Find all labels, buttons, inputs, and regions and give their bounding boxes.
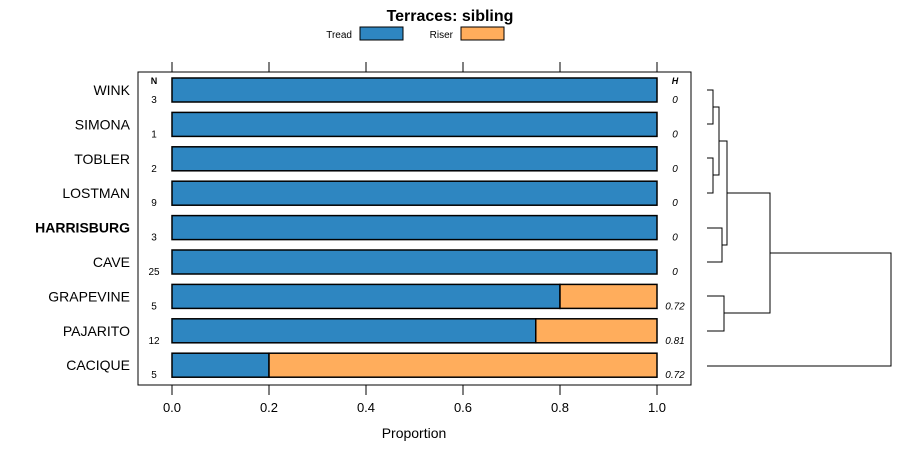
axes-layer: 0.0 0.2 0.4 0.6 0.8 1.0 <box>163 62 666 415</box>
x-tick-label-0.6: 0.6 <box>454 400 472 415</box>
x-tick-label-0.0: 0.0 <box>163 400 181 415</box>
dendrogram-link-tobler-lostman <box>707 157 714 194</box>
h-value-lostman: 0 <box>672 198 678 209</box>
h-value-grapevine: 0.72 <box>665 301 685 312</box>
dendrogram-link-group-b <box>719 140 728 246</box>
category-label-cacique: CACIQUE <box>66 357 130 373</box>
bar-tread-wink <box>171 77 658 103</box>
bar-riser-grapevine <box>559 283 658 310</box>
h-value-simona: 0 <box>672 129 678 140</box>
bar-riser-cacique <box>268 352 658 378</box>
bar-tread-cacique <box>171 352 270 378</box>
n-value-pajarito: 12 <box>148 336 160 347</box>
legend: Tread Riser <box>326 26 505 41</box>
dendrogram <box>707 89 892 367</box>
n-column-header: N <box>151 76 158 86</box>
category-label-lostman: LOSTMAN <box>62 185 130 201</box>
dendrogram-link-group-c <box>724 192 771 314</box>
bars-layer <box>171 77 658 378</box>
bar-tread-harrisburg <box>171 214 658 241</box>
n-value-cave: 25 <box>148 267 160 278</box>
labels-layer: WINK 3 0 SIMONA 1 0 TOBLER 2 0 LOSTMAN 9 0 HARRISBUR… <box>35 82 685 381</box>
dendrogram-link-harrisburg-cave <box>707 227 723 263</box>
x-axis-label: Proportion <box>382 425 447 441</box>
n-value-grapevine: 5 <box>151 301 157 312</box>
x-tick-label-0.2: 0.2 <box>260 400 278 415</box>
bar-tread-pajarito <box>171 318 537 344</box>
category-label-pajarito: PAJARITO <box>63 323 130 339</box>
h-value-tobler: 0 <box>672 164 678 175</box>
bar-tread-cave <box>171 249 658 275</box>
h-value-cave: 0 <box>672 267 678 278</box>
h-value-wink: 0 <box>672 95 678 106</box>
dendrogram-link-group-a <box>713 106 720 176</box>
legend-swatch-riser <box>460 26 505 41</box>
plot-frame <box>137 71 692 386</box>
bar-tread-lostman <box>171 180 658 206</box>
n-value-lostman: 9 <box>151 198 157 209</box>
n-value-harrisburg: 3 <box>151 233 157 244</box>
legend-label-tread: Tread <box>326 30 352 41</box>
category-label-wink: WINK <box>93 82 130 98</box>
bar-riser-pajarito <box>535 318 658 344</box>
x-tick-label-1.0: 1.0 <box>648 400 666 415</box>
h-column-header: H <box>672 76 679 86</box>
x-tick-label-0.8: 0.8 <box>551 400 569 415</box>
bar-tread-grapevine <box>171 283 561 310</box>
h-value-harrisburg: 0 <box>672 233 678 244</box>
category-label-simona: SIMONA <box>75 116 131 132</box>
bar-tread-tobler <box>171 146 658 172</box>
dendrogram-link-wink-simona <box>707 89 714 125</box>
n-value-cacique: 5 <box>151 370 157 381</box>
legend-swatch-tread <box>359 26 404 41</box>
category-label-grapevine: GRAPEVINE <box>48 288 130 304</box>
chart-title: Terraces: sibling <box>387 8 514 25</box>
dendrogram-link-root <box>707 252 892 367</box>
h-value-pajarito: 0.81 <box>665 336 684 347</box>
n-value-tobler: 2 <box>151 164 157 175</box>
h-value-cacique: 0.72 <box>665 370 685 381</box>
category-label-harrisburg: HARRISBURG <box>35 220 130 236</box>
n-value-wink: 3 <box>151 95 157 106</box>
n-value-simona: 1 <box>151 129 157 140</box>
category-label-cave: CAVE <box>93 254 130 270</box>
dendrogram-link-grapevine-pajarito <box>707 295 725 332</box>
category-label-tobler: TOBLER <box>74 151 130 167</box>
legend-label-riser: Riser <box>430 30 454 41</box>
x-tick-label-0.4: 0.4 <box>357 400 375 415</box>
bar-tread-simona <box>171 111 658 138</box>
